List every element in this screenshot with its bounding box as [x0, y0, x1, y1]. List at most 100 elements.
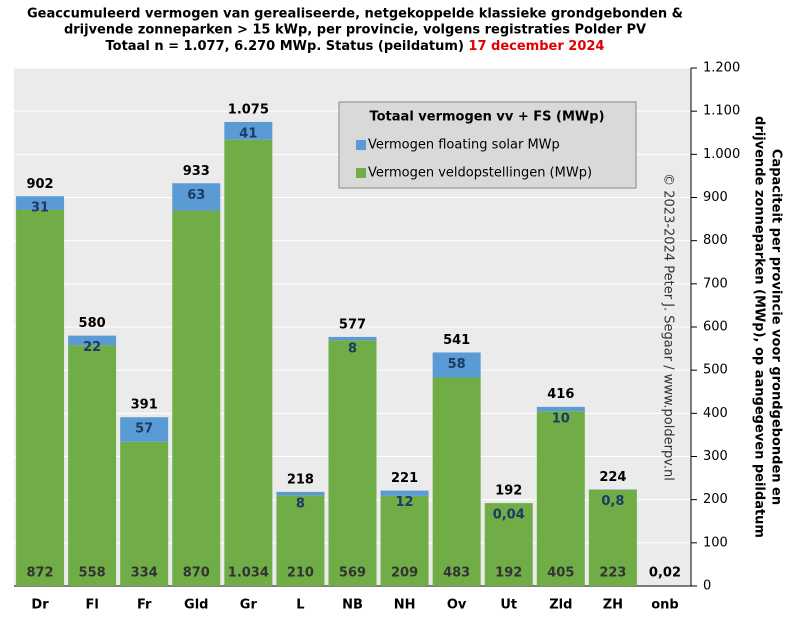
- x-tick-label: Gr: [240, 598, 258, 613]
- chart-title-part: Totaal n = 1.077, 6.270 MWp. Status (pei…: [106, 39, 469, 54]
- bar-segment: [588, 489, 637, 586]
- y-tick-label: 900: [703, 190, 728, 205]
- bar-segment: [536, 411, 585, 586]
- legend-box: [338, 101, 637, 189]
- bar-segment: [432, 377, 481, 586]
- bar-value-label: 210: [287, 566, 314, 581]
- bar-value-label: 483: [443, 566, 470, 581]
- bar-segment: [16, 209, 65, 586]
- x-tick-label: Gld: [184, 598, 208, 613]
- y-tick-label: 300: [703, 449, 728, 464]
- bar-value-label: 558: [79, 566, 106, 581]
- bar-value-label: 8: [348, 341, 357, 356]
- bar-segment: [380, 495, 429, 586]
- x-tick-label: NB: [342, 598, 363, 613]
- total-label: 224: [599, 470, 626, 485]
- bar-segment: [224, 121, 273, 140]
- x-tick-label: Zld: [549, 598, 572, 613]
- legend: Totaal vermogen vv + FS (MWp) Vermogen fl…: [338, 101, 637, 189]
- total-label: 1.075: [228, 102, 269, 117]
- x-tick-label: Dr: [31, 598, 49, 613]
- total-label: 221: [391, 471, 418, 486]
- bar-value-label: 31: [31, 201, 49, 216]
- total-label: 933: [183, 164, 210, 179]
- bar-value-label: 334: [131, 566, 158, 581]
- bar-segment: [224, 139, 273, 586]
- total-label: 577: [339, 317, 366, 332]
- chart-title: Totaal n = 1.077, 6.270 MWp. Status (pei…: [106, 39, 605, 54]
- y-tick-label: 600: [703, 320, 728, 335]
- chart-title-date: 17 december 2024: [468, 39, 604, 54]
- x-tick-label: Fr: [137, 598, 152, 613]
- bar-segment: [276, 491, 325, 496]
- x-tick-label: Fl: [85, 598, 98, 613]
- bar-segment: [328, 340, 377, 586]
- y-tick-label: 500: [703, 363, 728, 378]
- bar-value-label: 0,8: [601, 494, 624, 509]
- y-axis-label: Capaciteit per provincie voor grondgebon…: [769, 149, 784, 505]
- bar-segment: [172, 210, 221, 586]
- bar-segment: [484, 503, 533, 586]
- bar-segment: [432, 352, 481, 378]
- x-tick-label: NH: [394, 598, 416, 613]
- bar-value-label: 10: [552, 411, 570, 426]
- y-tick-label: 1.200: [703, 61, 740, 76]
- bar-value-label: 41: [239, 126, 257, 141]
- total-label: 192: [495, 484, 522, 499]
- y-tick-label: 1.000: [703, 147, 740, 162]
- bar-segment: [120, 417, 169, 442]
- bar-segment: [276, 495, 325, 586]
- bar-value-label: 872: [26, 566, 53, 581]
- bar-segment: [380, 490, 429, 496]
- legend-swatch: [356, 140, 366, 150]
- legend-label: Vermogen floating solar MWp: [368, 138, 560, 153]
- legend-label: Vermogen veldopstellingen (MWp): [368, 166, 592, 181]
- bar-segment: [16, 196, 65, 210]
- x-tick-label: onb: [651, 598, 679, 613]
- y-tick-label: 800: [703, 233, 728, 248]
- y-tick-label: 100: [703, 535, 728, 550]
- bar-value-label: 58: [448, 357, 466, 372]
- bar-value-label: 57: [135, 422, 153, 437]
- bar-value-label: 569: [339, 566, 366, 581]
- bar-value-label: 209: [391, 566, 418, 581]
- bar-segment: [172, 183, 221, 211]
- bar-value-label: 63: [187, 188, 205, 203]
- bar-value-label: 12: [396, 495, 414, 510]
- bar-segment: [120, 441, 169, 586]
- total-label: 541: [443, 333, 470, 348]
- legend-swatch: [356, 168, 366, 178]
- x-tick-label: Ov: [447, 598, 467, 613]
- legend-title: Totaal vermogen vv + FS (MWp): [369, 110, 604, 125]
- y-tick-label: 700: [703, 276, 728, 291]
- bar-value-label: 192: [495, 566, 522, 581]
- bar-segment: [68, 345, 117, 586]
- bar-segment: [536, 406, 585, 412]
- y-tick-label: 0: [703, 579, 711, 594]
- total-label: 218: [287, 472, 314, 487]
- x-tick-label: Ut: [500, 598, 517, 613]
- x-tick-label: L: [296, 598, 304, 613]
- bar-value-label: 870: [183, 566, 210, 581]
- total-label: 902: [26, 177, 53, 192]
- bar-segment: [68, 335, 117, 346]
- bar-value-label: 405: [547, 566, 574, 581]
- y-tick-label: 400: [703, 406, 728, 421]
- chart-title: drijvende zonneparken > 15 kWp, per prov…: [64, 23, 646, 38]
- y-tick-label: 1.100: [703, 104, 740, 119]
- bar-value-label: 0,02: [649, 566, 681, 581]
- bar-value-label: 223: [599, 566, 626, 581]
- bar-value-label: 1.034: [228, 566, 269, 581]
- y-tick-label: 200: [703, 492, 728, 507]
- bar-value-label: 0,04: [493, 508, 525, 523]
- bar-segment: [328, 336, 377, 341]
- x-tick-label: ZH: [603, 598, 623, 613]
- bar-value-label: 8: [296, 496, 305, 511]
- y-axis-label: drijvende zonneparken (MWp), op aangegev…: [752, 116, 767, 538]
- total-label: 580: [79, 316, 106, 331]
- total-label: 391: [131, 398, 158, 413]
- chart-title: Geaccumuleerd vermogen van gerealiseerde…: [27, 7, 683, 22]
- annotation: © 2023-2024 Peter J. Segaar / www.polder…: [661, 173, 676, 481]
- bar-value-label: 22: [83, 340, 101, 355]
